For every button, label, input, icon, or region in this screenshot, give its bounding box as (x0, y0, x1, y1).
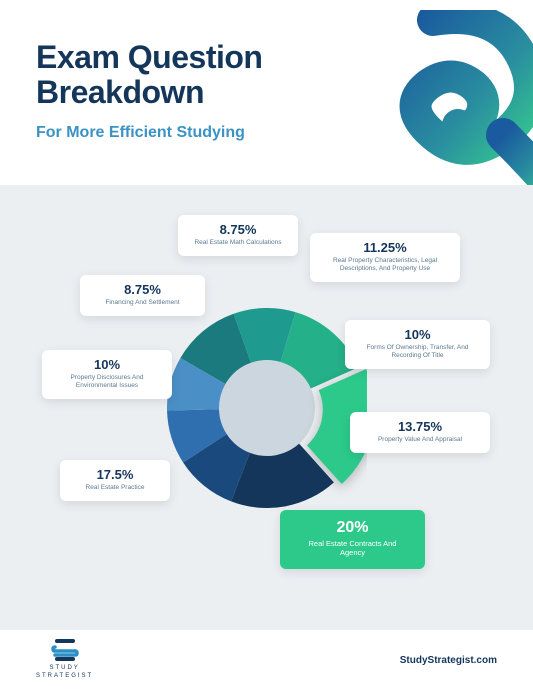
label-text: Property Disclosures And Environmental I… (54, 374, 160, 390)
label-text: Real Estate Contracts And Agency (298, 539, 407, 558)
label-percent: 11.25% (322, 241, 448, 254)
donut-chart (167, 308, 367, 508)
label-percent: 10% (357, 328, 478, 341)
chart-label: 10% Forms Of Ownership, Transfer, And Rec… (345, 320, 490, 369)
label-text: Real Estate Math Calculations (190, 239, 286, 247)
chart-label: 13.75% Property Value And Appraisal (350, 412, 490, 453)
logo-icon (51, 639, 79, 661)
label-percent: 8.75% (190, 223, 286, 236)
label-text: Forms Of Ownership, Transfer, And Record… (357, 344, 478, 360)
chart-label: 8.75% Real Estate Math Calculations (178, 215, 298, 256)
title-line-2: Breakdown (36, 74, 204, 110)
chart-section: 8.75% Real Estate Math Calculations 11.25%… (0, 185, 533, 630)
label-text: Property Value And Appraisal (362, 436, 478, 444)
ribbon-decoration (373, 10, 533, 190)
brand-logo: STUDYSTRATEGIST (36, 639, 93, 681)
header: Exam Question Breakdown For More Efficie… (0, 0, 533, 185)
title-line-1: Exam Question (36, 39, 262, 75)
label-percent: 17.5% (72, 468, 158, 481)
label-text: Real Estate Practice (72, 484, 158, 492)
label-text: Real Property Characteristics, Legal Des… (322, 257, 448, 273)
label-percent: 13.75% (362, 420, 478, 433)
label-percent: 20% (298, 520, 407, 536)
label-percent: 10% (54, 358, 160, 371)
brand-name: STUDYSTRATEGIST (36, 665, 93, 681)
chart-label: 17.5% Real Estate Practice (60, 460, 170, 501)
chart-label: 11.25% Real Property Characteristics, Leg… (310, 233, 460, 282)
label-text: Financing And Settlement (92, 299, 193, 307)
footer: STUDYSTRATEGIST StudyStrategist.com (0, 630, 533, 690)
chart-label: 8.75% Financing And Settlement (80, 275, 205, 316)
label-percent: 8.75% (92, 283, 193, 296)
chart-label: 20% Real Estate Contracts And Agency (280, 510, 425, 569)
site-url: StudyStrategist.com (400, 655, 497, 666)
chart-label: 10% Property Disclosures And Environmenta… (42, 350, 172, 399)
